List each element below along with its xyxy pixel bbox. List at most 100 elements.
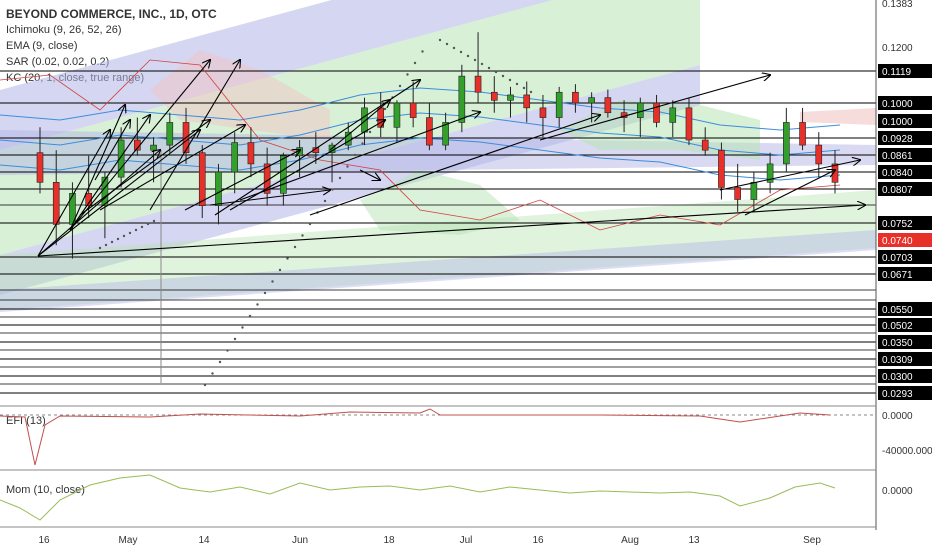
candle-body xyxy=(572,91,579,104)
sar-dot xyxy=(346,165,349,168)
price-tick-label: 0.0350 xyxy=(882,338,913,349)
momentum-line xyxy=(0,474,836,521)
price-tick-label: 0.1000 xyxy=(882,99,913,110)
trend-arrow xyxy=(539,75,770,141)
candle-body xyxy=(377,107,385,128)
price-tick-label: 0.0752 xyxy=(882,219,913,230)
trend-arrows xyxy=(37,60,865,257)
price-tick-label: 0.0502 xyxy=(882,321,913,332)
candle-body xyxy=(52,182,60,225)
price-tick-label: 0.0861 xyxy=(882,151,913,162)
level-price-tag xyxy=(878,96,932,110)
indicator-ema[interactable]: EMA (9, close) xyxy=(6,40,78,52)
candle-body xyxy=(198,152,206,206)
candle-body xyxy=(734,187,741,200)
time-tick-label: Aug xyxy=(621,535,639,546)
sar-dot xyxy=(104,243,108,247)
kc-lower-line xyxy=(0,137,841,181)
sar-dot xyxy=(233,337,237,341)
price-tick-label: 0.0300 xyxy=(882,372,913,383)
sar-dot xyxy=(480,62,484,66)
candle-body xyxy=(409,102,417,118)
mom-pane-label[interactable]: Mom (10, close) xyxy=(6,484,85,496)
level-price-tag xyxy=(878,335,932,349)
candle-body xyxy=(393,102,401,128)
efi-tick-label: -40000.0000 xyxy=(882,446,932,457)
trend-arrow xyxy=(359,169,380,180)
sar-dot xyxy=(211,372,214,375)
time-tick-label: Jun xyxy=(292,535,308,546)
price-tick-label: 0.1119 xyxy=(882,67,912,78)
trend-arrow xyxy=(69,105,125,231)
sar-dot xyxy=(353,153,357,157)
trend-arrow xyxy=(229,120,385,211)
sar-dot xyxy=(522,86,526,90)
time-tick-label: May xyxy=(119,535,138,546)
sar-dot xyxy=(226,349,229,352)
sar-dot xyxy=(338,176,342,180)
trend-arrow xyxy=(69,115,150,231)
ichimoku-cloud-green-2 xyxy=(360,170,520,235)
sar-dot xyxy=(487,66,491,70)
level-price-tag xyxy=(878,148,932,162)
sar-dot xyxy=(331,188,334,191)
indicator-ichimoku[interactable]: Ichimoku (9, 26, 52, 26) xyxy=(6,24,122,36)
level-price-tag xyxy=(878,318,932,332)
trend-arrow xyxy=(149,60,240,211)
candle-body xyxy=(539,107,547,118)
sar-dot xyxy=(241,326,244,329)
trend-arrow xyxy=(37,205,865,257)
lagging-span-line xyxy=(0,59,841,231)
sar-dot xyxy=(110,240,114,244)
sar-dot xyxy=(361,142,364,145)
candle-body xyxy=(344,131,352,146)
sar-dot xyxy=(218,360,222,364)
sar-dot xyxy=(406,73,409,76)
chart-legend: BEYOND COMMERCE, INC., 1D, OTC Ichimoku … xyxy=(6,6,217,86)
level-price-tag xyxy=(878,250,932,264)
candle-body xyxy=(490,91,498,101)
time-tick-label: Jul xyxy=(460,535,473,546)
trend-arrow xyxy=(184,150,300,211)
indicator-sar[interactable]: SAR (0.02, 0.02, 0.2) xyxy=(6,56,110,68)
level-price-tag xyxy=(878,267,932,281)
candle-body xyxy=(101,176,109,206)
sar-dot xyxy=(421,50,424,53)
time-tick-label: 13 xyxy=(688,535,700,546)
trend-arrow xyxy=(744,170,835,216)
symbol-title[interactable]: BEYOND COMMERCE, INC., 1D, OTC xyxy=(6,7,217,21)
sar-dot xyxy=(301,234,304,237)
sar-dot xyxy=(248,314,252,318)
price-tick-label: 0.1000 xyxy=(882,117,913,128)
sar-dot xyxy=(494,70,498,74)
candle-body xyxy=(280,155,287,194)
price-tick-label: 0.0740 xyxy=(882,236,913,247)
sar-dot xyxy=(128,231,132,235)
level-price-tag xyxy=(878,114,932,128)
time-tick-label: 16 xyxy=(38,535,50,546)
sar-dot xyxy=(445,42,449,46)
sar-dot xyxy=(413,61,417,65)
price-tick-label: 0.0293 xyxy=(882,389,913,400)
sar-dot xyxy=(376,119,379,122)
trend-arrow xyxy=(37,130,110,257)
level-price-tag xyxy=(878,216,932,230)
candle-body xyxy=(150,144,157,151)
price-tick-label: 0.1383 xyxy=(882,0,913,10)
level-price-tag xyxy=(878,131,932,145)
sar-dot xyxy=(116,237,120,241)
candle-body xyxy=(637,102,644,118)
price-tick-label: 0.0703 xyxy=(882,253,913,264)
trend-arrow xyxy=(79,120,210,216)
trend-arrow xyxy=(309,115,600,216)
level-price-tag xyxy=(878,352,932,366)
sar-dot xyxy=(146,222,150,226)
trend-arrow xyxy=(209,190,330,206)
candle-body xyxy=(247,142,255,165)
price-tick-label: 0.1200 xyxy=(882,43,913,54)
candle-body xyxy=(215,171,222,206)
trend-arrow xyxy=(719,160,860,191)
ichimoku-cloud-red-2 xyxy=(800,108,876,125)
candle-body xyxy=(799,122,806,146)
